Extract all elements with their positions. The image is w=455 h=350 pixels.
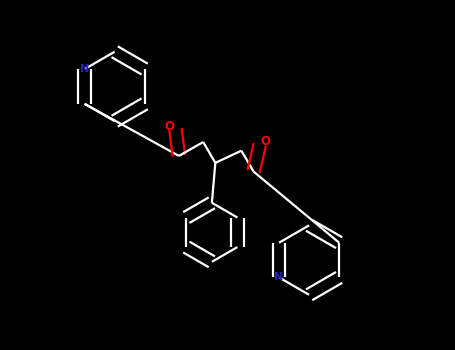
Text: O: O: [260, 135, 270, 148]
Text: N: N: [274, 272, 283, 282]
Text: N: N: [80, 64, 89, 74]
Text: O: O: [165, 120, 175, 133]
